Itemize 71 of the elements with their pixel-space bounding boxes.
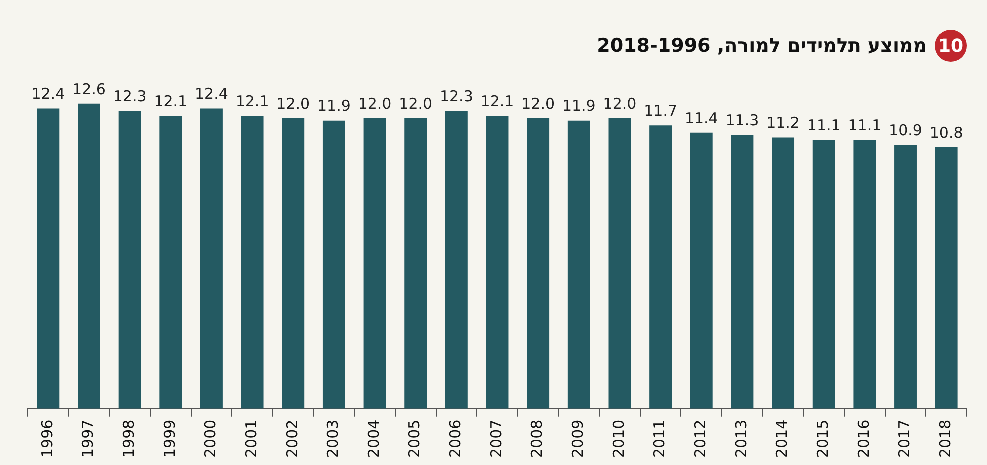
data-label: 11.9 [317, 97, 351, 116]
bar [78, 104, 100, 409]
x-tick-label: 2006 [446, 420, 465, 458]
x-tick-label: 2018 [936, 420, 954, 458]
x-tick-label: 2010 [610, 420, 628, 458]
bar [445, 111, 468, 409]
chart-title: ממוצע תלמידים למורה, 2018-1996 [597, 35, 927, 57]
bar [37, 108, 60, 409]
bar [894, 145, 917, 409]
bar [322, 120, 346, 409]
x-tick-label: 2007 [487, 420, 506, 458]
data-label: 11.4 [684, 109, 718, 128]
x-tick-label: 1999 [160, 420, 179, 458]
data-label: 12.0 [358, 94, 392, 113]
bar [486, 116, 509, 409]
data-label: 12.0 [276, 94, 310, 113]
x-tick-label: 2013 [732, 420, 750, 458]
x-tick-label: 2001 [242, 420, 260, 458]
data-label: 12.3 [113, 88, 147, 106]
data-label: 11.3 [726, 112, 760, 130]
data-label: 11.1 [848, 116, 882, 135]
data-label: 12.0 [522, 94, 556, 113]
bar [118, 111, 142, 409]
x-tick-label: 2016 [854, 420, 873, 458]
bar [568, 120, 590, 409]
data-label: 12.0 [603, 94, 637, 113]
x-tick-label: 2015 [814, 420, 832, 458]
x-tick-label: 2000 [202, 420, 220, 458]
x-tick-label: 2014 [773, 420, 792, 458]
bar [608, 118, 632, 409]
data-label: 12.1 [236, 92, 270, 110]
x-tick-label: 2017 [896, 420, 914, 458]
bar [650, 126, 672, 409]
data-label: 12.4 [195, 85, 228, 104]
bar [772, 138, 795, 409]
data-label: 12.4 [32, 85, 66, 104]
x-tick-label: 2008 [528, 420, 546, 458]
data-label: 12.1 [480, 92, 514, 110]
x-tick-label: 2009 [569, 420, 588, 458]
data-label: 11.9 [562, 97, 596, 116]
x-tick-label: 1996 [38, 420, 56, 458]
bar [200, 108, 223, 409]
data-label: 10.9 [889, 121, 922, 140]
data-label: 12.6 [72, 80, 106, 98]
x-tick-label: 2003 [324, 420, 342, 458]
bar [241, 116, 264, 409]
x-tick-label: 2012 [692, 420, 710, 458]
x-tick-label: 2002 [283, 420, 302, 458]
data-label: 10.8 [930, 124, 964, 142]
data-label: 11.1 [807, 116, 841, 135]
bar [527, 118, 550, 409]
bar [404, 118, 428, 409]
bar [812, 140, 836, 409]
x-tick-label: 1998 [120, 420, 138, 458]
x-tick-label: 2004 [364, 420, 383, 458]
data-label: 11.7 [644, 102, 678, 120]
data-label: 12.0 [399, 94, 433, 113]
data-label: 12.1 [154, 92, 188, 110]
bar [690, 132, 713, 409]
number-badge: 10 [935, 30, 967, 62]
bar [282, 118, 305, 409]
data-label: 12.3 [440, 88, 474, 106]
bar [364, 118, 386, 409]
bar [160, 116, 182, 409]
bar [854, 140, 876, 409]
x-tick-label: 2011 [650, 420, 669, 458]
x-tick-label: 2005 [406, 420, 424, 458]
bar [935, 147, 958, 409]
bar [731, 135, 754, 409]
data-label: 11.2 [766, 114, 800, 132]
x-tick-label: 1997 [79, 420, 98, 458]
